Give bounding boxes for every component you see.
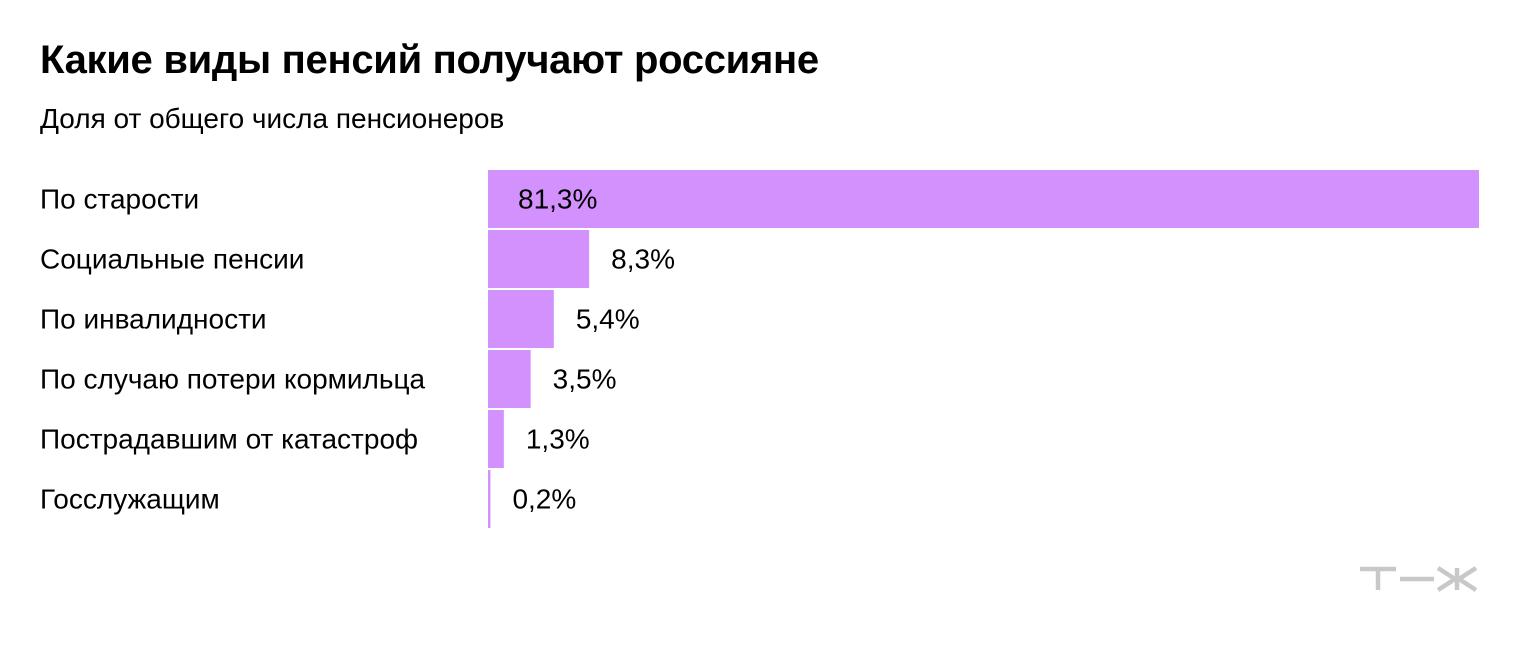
value-label: 1,3%: [526, 424, 590, 455]
value-label: 5,4%: [576, 304, 640, 335]
chart-subtitle: Доля от общего числа пенсионеров: [40, 103, 505, 134]
chart-title: Какие виды пенсий получают россияне: [40, 38, 819, 82]
bar: [488, 170, 1479, 228]
category-label: Социальные пенсии: [40, 244, 304, 275]
bar: [488, 410, 504, 468]
bar: [488, 230, 590, 288]
bar: [488, 350, 531, 408]
category-label: Госслужащим: [40, 484, 220, 515]
category-label: Пострадавшим от катастроф: [40, 424, 418, 455]
category-label: По инвалидности: [40, 304, 267, 335]
value-label: 3,5%: [553, 364, 617, 395]
bar: [488, 470, 491, 528]
category-label: По старости: [40, 184, 199, 215]
bar: [488, 290, 554, 348]
tzh-logo-icon: [1360, 566, 1478, 592]
value-label: 8,3%: [611, 244, 675, 275]
value-label: 81,3%: [518, 184, 597, 215]
value-label: 0,2%: [512, 484, 576, 515]
category-label: По случаю потери кормильца: [40, 364, 426, 395]
